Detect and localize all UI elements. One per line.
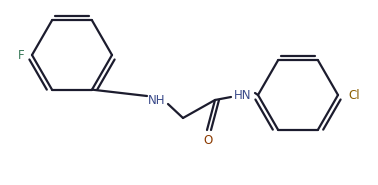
Text: HN: HN <box>234 88 252 102</box>
Text: NH: NH <box>148 93 166 107</box>
Text: F: F <box>17 48 24 61</box>
Text: O: O <box>203 134 212 147</box>
Text: Cl: Cl <box>348 88 359 102</box>
